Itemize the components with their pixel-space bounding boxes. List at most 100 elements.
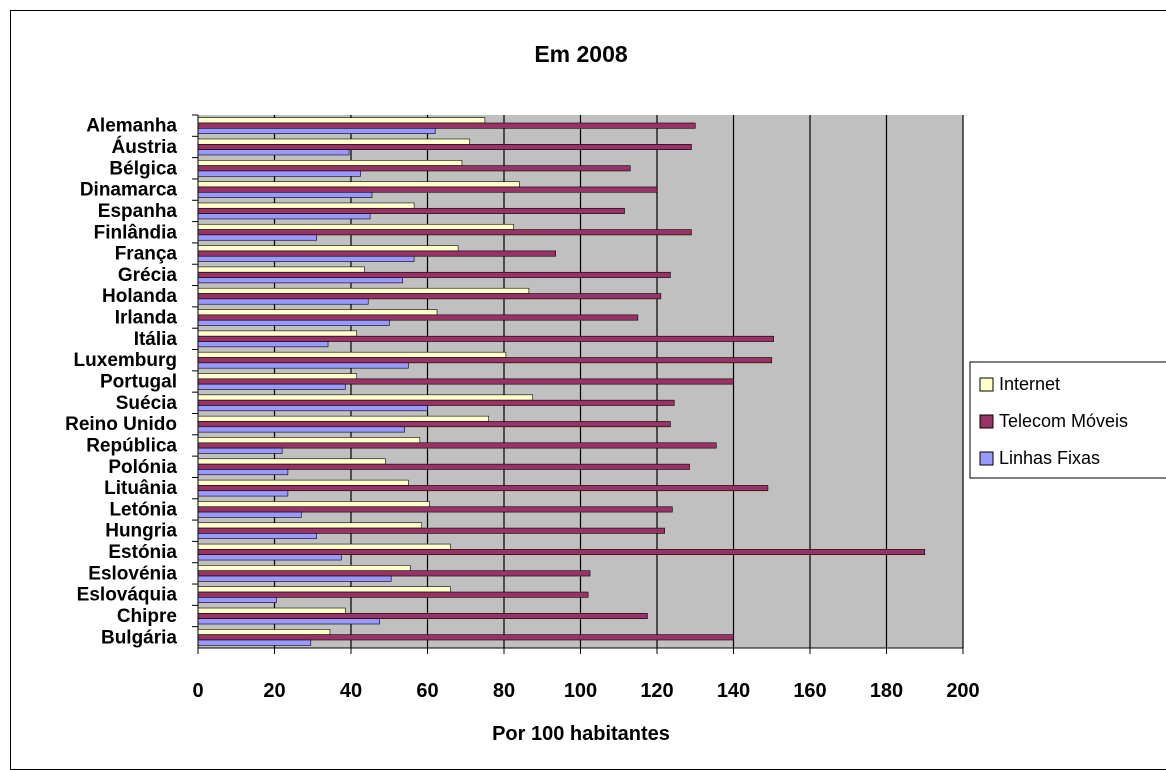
category-label: Luxemburg [74,350,177,371]
bar [197,394,533,401]
bar [197,223,514,230]
category-label: Eslovénia [88,563,177,584]
bar [197,298,369,305]
x-axis-title: Por 100 habitantes [492,723,670,745]
category-label: Lituânia [104,478,177,499]
bar [197,575,392,582]
category-label: Chipre [117,606,177,627]
category-label: Letónia [109,499,177,520]
bar [197,309,438,316]
bar [197,191,373,198]
bar [197,234,317,241]
bar [197,634,734,641]
bar [197,533,317,540]
bar [197,506,673,513]
x-tick-label: 40 [340,680,362,702]
category-label: Áustria [112,136,178,158]
category-label: Polónia [108,457,177,478]
bar [197,511,302,518]
category-label: Alemanha [86,116,177,137]
bar [197,597,277,603]
bar [197,527,665,534]
bar [197,591,589,598]
bar [197,383,346,390]
bar [197,255,415,262]
bar [197,314,639,321]
bar [197,351,507,358]
bar [197,319,390,326]
bar [197,207,625,214]
bar [197,639,312,646]
x-tick-label: 160 [793,680,826,702]
category-label: Bélgica [109,158,177,179]
legend: Internet Telecom Móveis Linhas Fixas [969,361,1166,479]
bar [197,373,358,380]
bar [197,618,380,625]
bar [197,613,648,619]
bar [197,245,459,252]
legend-label: Telecom Móveis [999,411,1128,431]
bar [197,415,490,422]
category-label: Suécia [116,393,178,414]
bar [197,362,409,369]
x-tick-label: 80 [493,680,515,702]
category-label: Irlanda [115,308,178,329]
bar [197,357,773,364]
bar [197,426,405,433]
bar [197,117,486,124]
x-tick-label: 100 [564,680,597,702]
bar [197,335,774,342]
category-label: República [86,435,177,456]
chart: Em 2008 0 20 40 60 80 100 120 140 160 180 200 Alema… [65,41,1166,745]
x-tick-label: 120 [640,680,673,702]
bar [197,293,662,300]
bar [197,170,361,177]
category-label: Holanda [102,286,177,307]
bar [197,277,403,284]
bar [197,378,734,385]
legend-swatch [979,377,994,392]
bar [197,181,520,188]
category-label: Portugal [100,372,177,393]
x-tick-label: 180 [870,680,903,702]
bar [197,213,371,220]
bar [197,442,717,449]
bar [197,202,415,209]
bar [197,543,451,550]
bar [197,447,283,454]
bar [197,421,671,428]
bar [197,271,671,278]
legend-swatch [979,451,994,466]
bar [197,490,289,497]
bar [197,287,530,294]
category-label: Dinamarca [80,180,178,201]
x-tick-label: 200 [946,680,979,702]
category-label: Reino Unido [65,414,177,435]
bar [197,501,430,508]
bar [197,144,692,150]
bar [197,485,769,492]
bar [197,469,289,476]
legend-label: Linhas Fixas [999,448,1100,468]
x-tick-label: 60 [416,680,438,702]
bar [197,479,409,486]
bar [197,570,591,577]
category-label: Espanha [98,201,178,222]
bar [197,607,346,614]
category-label: Grécia [118,265,178,286]
bar [197,554,342,561]
bar [197,522,423,529]
bar [197,165,631,172]
bar [197,160,463,166]
bar [197,437,421,444]
bar [197,138,470,145]
legend-label: Internet [999,374,1060,394]
bar [197,565,411,572]
category-label: Itália [134,329,178,350]
category-label: França [115,244,178,265]
bar [197,458,386,465]
legend-swatch [979,414,994,429]
chart-title: Em 2008 [534,41,628,67]
bar [197,266,365,273]
bar [197,463,690,470]
